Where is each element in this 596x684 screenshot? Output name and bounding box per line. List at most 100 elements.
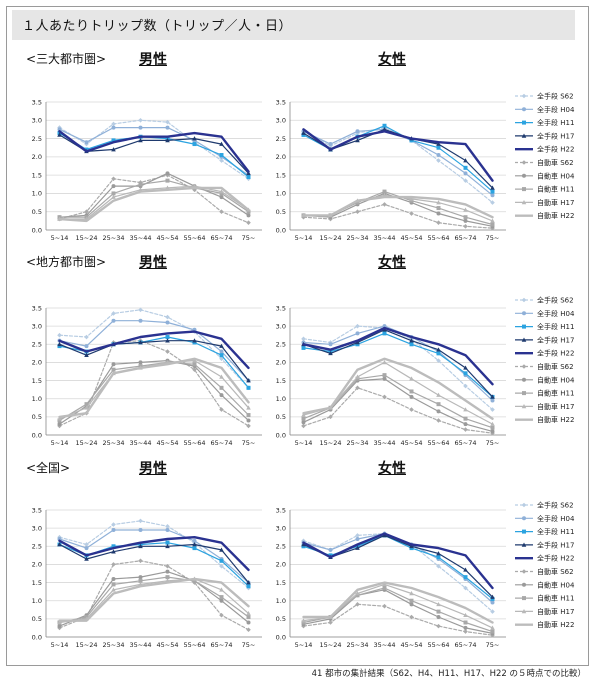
x-tick-label: 35~44 — [374, 439, 396, 447]
legend-label: 全手段 H11 — [537, 322, 574, 331]
x-tick-label: 55~64 — [428, 439, 450, 447]
data-point — [436, 392, 441, 397]
data-point — [355, 545, 360, 550]
data-point — [301, 420, 306, 425]
label-male-metro: 男性 — [139, 52, 167, 68]
data-point — [490, 421, 495, 426]
data-point — [409, 196, 414, 201]
y-tick-label: 0.5 — [276, 413, 286, 421]
data-point — [301, 618, 306, 623]
data-point — [138, 117, 143, 123]
data-point — [382, 123, 387, 128]
data-point — [84, 334, 89, 340]
data-point — [409, 342, 414, 347]
y-tick-label: 0.5 — [32, 615, 42, 623]
figure-frame — [6, 6, 589, 666]
x-tick-label: 45~54 — [401, 439, 423, 447]
legend-marker — [522, 107, 526, 112]
title-bar — [12, 10, 575, 40]
legend-0: 全手段 S62 全手段 H04 全手段 H11 全手段 H17 全手段 H22 自動車 S… — [515, 92, 575, 220]
series-line-0 — [58, 520, 250, 589]
y-tick-label: 3.5 — [32, 304, 42, 312]
data-point — [84, 140, 89, 145]
data-point — [138, 518, 143, 524]
data-point — [463, 416, 468, 421]
y-tick-label: 2.5 — [276, 543, 286, 551]
data-point — [84, 556, 89, 561]
data-point — [138, 182, 143, 187]
series-line-3 — [58, 543, 250, 584]
legend-marker — [521, 133, 527, 138]
x-tick-label: 5~14 — [295, 439, 313, 447]
data-point — [382, 360, 387, 365]
data-point — [165, 338, 170, 343]
y-tick-label: 3.0 — [276, 117, 286, 125]
x-tick-label: 55~64 — [184, 234, 206, 242]
data-point — [246, 213, 251, 218]
data-point — [192, 142, 197, 147]
legend-label: 自動車 S62 — [537, 158, 574, 167]
data-point — [490, 394, 495, 399]
y-tick-label: 2.5 — [276, 135, 286, 143]
data-point — [246, 413, 251, 418]
y-tick-label: 3.5 — [276, 506, 286, 514]
data-point — [328, 620, 333, 625]
data-point — [57, 620, 62, 625]
series-line-0 — [58, 119, 250, 180]
data-point — [382, 327, 387, 332]
data-point — [301, 620, 306, 625]
data-point — [84, 542, 89, 547]
y-tick-label: 3.0 — [32, 524, 42, 532]
legend-2: 全手段 S62 全手段 H04 全手段 H11 全手段 H17 全手段 H22 自動車 S… — [515, 501, 575, 629]
series-line-6 — [302, 589, 494, 635]
data-point — [382, 127, 387, 132]
data-point — [138, 578, 143, 583]
series-line-9 — [302, 195, 494, 219]
legend-label: 全手段 H11 — [537, 527, 574, 536]
data-point — [301, 130, 306, 135]
y-tick-label: 1.0 — [32, 395, 42, 403]
y-tick-label: 3.5 — [276, 98, 286, 106]
data-point — [192, 136, 197, 141]
legend-label: 全手段 H11 — [537, 118, 574, 127]
data-point — [355, 591, 360, 596]
series-line-4 — [302, 326, 494, 386]
x-tick-label: 65~74 — [211, 439, 233, 447]
data-point — [165, 543, 170, 549]
data-point — [246, 385, 251, 390]
legend-marker — [521, 160, 527, 165]
x-tick-label: 75~ — [242, 234, 256, 242]
legend-label: 全手段 H17 — [537, 335, 574, 344]
chart-panel-3: 0.0 0.5 1.0 1.5 2.0 2.5 3.0 3.5 5~14 15~24 25~34 35… — [276, 304, 506, 447]
data-point — [355, 593, 360, 598]
data-point — [138, 307, 143, 313]
series-line-9 — [58, 186, 250, 223]
legend-label: 自動車 H04 — [537, 580, 575, 589]
data-point — [436, 206, 441, 211]
y-tick-label: 2.0 — [32, 561, 42, 569]
data-point — [301, 132, 306, 137]
chart-panel-4: 0.0 0.5 1.0 1.5 2.0 2.5 3.0 3.5 5~14 15~24 25~34 35… — [32, 506, 262, 649]
data-point — [165, 171, 170, 176]
data-point — [219, 158, 224, 163]
data-point — [111, 367, 116, 372]
y-tick-label: 1.5 — [276, 579, 286, 587]
data-point — [111, 562, 116, 567]
data-point — [490, 222, 495, 227]
data-point — [436, 409, 441, 414]
chart-panel-5: 0.0 0.5 1.0 1.5 2.0 2.5 3.0 3.5 5~14 15~24 25~34 35… — [276, 506, 506, 649]
data-point — [463, 422, 468, 427]
data-point — [490, 425, 495, 430]
y-tick-label: 1.0 — [32, 190, 42, 198]
data-point — [409, 389, 414, 394]
y-tick-label: 3.0 — [32, 322, 42, 330]
data-point — [165, 527, 170, 532]
data-point — [111, 176, 116, 182]
legend-label: 自動車 S62 — [537, 567, 574, 576]
data-point — [138, 558, 143, 564]
data-point — [463, 371, 468, 376]
y-tick-label: 0.0 — [276, 226, 286, 234]
legend-marker — [521, 297, 527, 303]
x-tick-label: 45~54 — [401, 234, 423, 242]
legend-label: 全手段 S62 — [537, 92, 574, 101]
